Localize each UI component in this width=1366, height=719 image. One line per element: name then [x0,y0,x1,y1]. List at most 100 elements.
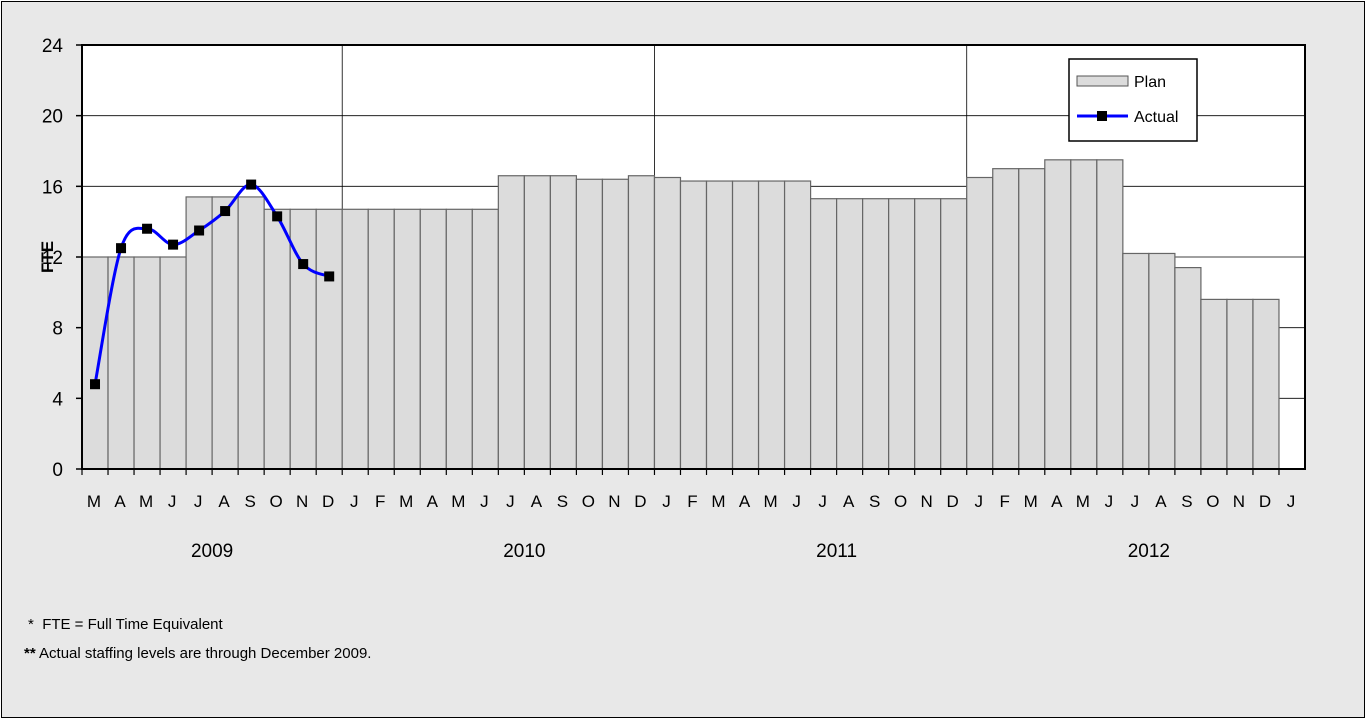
x-tick-label: D [947,492,959,511]
x-tick-label: O [894,492,907,511]
x-tick-label: A [1051,492,1063,511]
x-tick-label: M [1024,492,1038,511]
plan-bars [81,159,1280,470]
footnote-text: Actual staffing levels are through Decem… [39,645,372,662]
actual-point [246,179,257,190]
x-tick-label: J [974,492,983,511]
plan-bar [1148,252,1176,470]
plan-bar [367,208,395,470]
plan-bar [1018,168,1046,470]
y-tick-label: 4 [52,389,63,410]
plan-bar [575,178,604,470]
actual-point [220,206,231,217]
y-tick-label: 20 [42,107,63,128]
x-tick-label: S [869,492,880,511]
plan-bar [1096,159,1124,470]
x-tick-label: D [1259,492,1271,511]
actual-point [194,225,205,236]
x-tick-label: O [270,492,283,511]
plan-bar [1200,298,1228,470]
plan-bar [627,175,656,470]
actual-markers [90,179,335,390]
actual-point [272,211,283,222]
x-tick-label: J [506,492,515,511]
actual-point [168,239,179,250]
plan-bar [1226,298,1254,470]
year-labels: 2009 2010 2011 2012 [191,541,1170,562]
x-tick-label: M [451,492,465,511]
plan-bar [914,198,942,470]
legend-plan-label: Plan [1134,74,1166,91]
x-tick-label: J [662,492,671,511]
plan-bar [341,208,369,470]
actual-series-line [93,183,330,385]
plan-bar [940,198,968,470]
x-tick-label: J [818,492,827,511]
plan-bar [133,256,161,470]
plan-bar [679,180,708,470]
x-tick-label: S [1181,492,1192,511]
y-axis-label: FTE [38,241,57,273]
x-tick-label: F [375,492,385,511]
y-tick-label: 16 [42,177,63,198]
x-tick-label: M [711,492,725,511]
x-tick-label: A [114,492,126,511]
x-tick-label: M [763,492,777,511]
plan-bar [159,256,187,470]
plan-bar [1044,159,1072,470]
year-label: 2011 [816,541,857,562]
plan-bar [653,176,682,470]
plan-bar [315,208,343,470]
plan-bar [263,208,291,470]
plan-bar [992,168,1020,470]
x-tick-label: O [582,492,595,511]
x-tick-label: M [399,492,413,511]
year-label: 2010 [503,541,545,562]
x-tick-label: N [608,492,620,511]
x-tick-label: O [1206,492,1219,511]
y-tick-labels: 0 4 8 12 16 20 24 [42,36,64,481]
y-tick-label: 12 [42,248,63,269]
plan-bar [1174,267,1202,470]
x-tick-label: N [296,492,308,511]
plan-bar [1252,298,1280,470]
x-tick-label: M [87,492,101,511]
actual-point [298,259,309,270]
x-tick-label: N [1233,492,1245,511]
year-label: 2009 [191,541,233,562]
x-tick-label: A [739,492,751,511]
plan-bar [211,196,239,470]
y-tick-label: 0 [52,460,63,481]
plan-bar [601,178,630,470]
plan-bar [497,175,525,470]
x-tick-label: S [557,492,568,511]
x-tick-label: A [1155,492,1167,511]
plan-bar [419,208,447,470]
year-label: 2012 [1128,541,1170,562]
actual-point [142,223,153,234]
legend-box [1068,58,1198,142]
plan-bar [523,175,551,470]
axis-ticks [76,44,1280,475]
footnote-text: FTE = Full Time Equivalent [42,616,223,633]
footnote-actual: ** Actual staffing levels are through De… [24,645,371,662]
x-tick-label: M [1076,492,1090,511]
x-tick-label: D [322,492,334,511]
plan-bar [888,198,916,470]
footnote-marker: * [28,616,34,633]
x-tick-label: J [350,492,359,511]
x-tick-label: J [792,492,801,511]
legend-actual-label: Actual [1134,109,1178,126]
plan-bar [445,208,473,470]
x-tick-label: A [531,492,543,511]
plan-bar [393,208,421,470]
x-tick-label: J [1131,492,1140,511]
x-tick-label: J [1105,492,1114,511]
x-tick-label: J [480,492,489,511]
plan-bar [862,198,890,470]
x-tick-label: N [921,492,933,511]
x-tick-label: F [687,492,697,511]
x-tick-label: J [168,492,177,511]
plan-bar [237,196,265,470]
